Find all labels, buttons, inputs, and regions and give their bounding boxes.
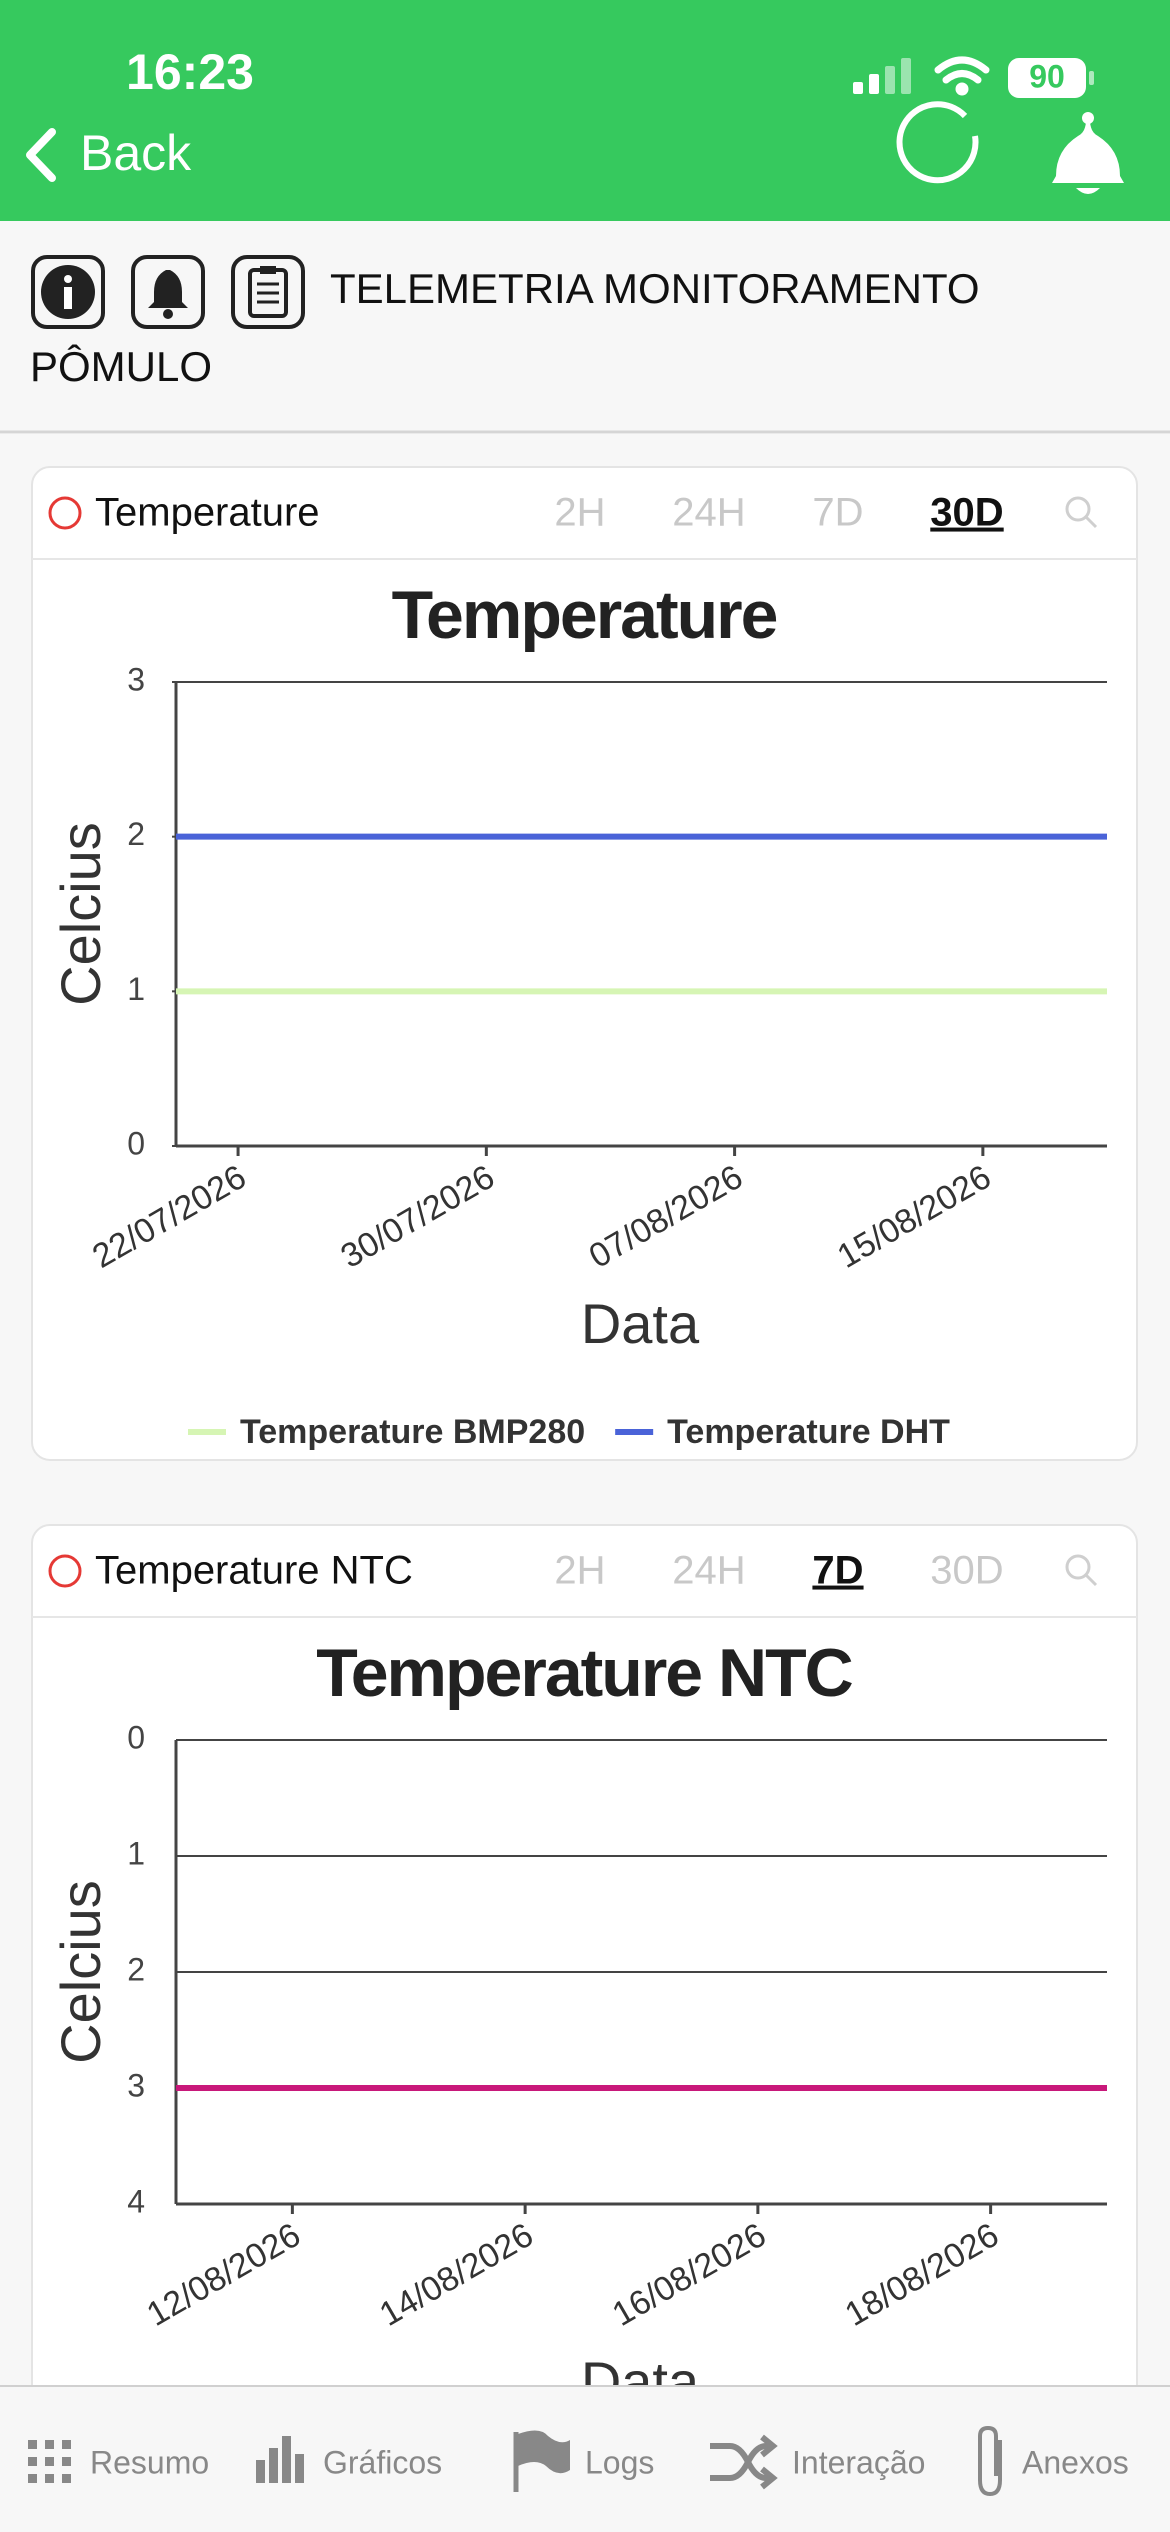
range-tab[interactable]: 7D xyxy=(812,491,863,535)
flag-icon[interactable] xyxy=(513,2430,570,2492)
y-tick-label: 3 xyxy=(127,2067,145,2103)
y-tick-label: 2 xyxy=(127,816,145,852)
tab-bar xyxy=(0,2385,1170,2532)
y-axis-label: Celcius xyxy=(49,822,112,1006)
search-icon[interactable] xyxy=(1065,496,1091,522)
grid-icon[interactable] xyxy=(28,2440,71,2483)
y-tick-label: 3 xyxy=(127,661,145,697)
status-dot xyxy=(48,496,82,530)
range-tab[interactable]: 2H xyxy=(554,491,605,535)
toolbar: TELEMETRIA MONITORAMENTO PÔMULO xyxy=(30,252,1140,404)
battery-level: 90 xyxy=(1029,58,1065,94)
y-tick-label: 1 xyxy=(127,971,145,1007)
card-label: Temperature xyxy=(95,491,320,535)
back-button[interactable]: Back xyxy=(80,125,192,181)
search-icon-handle xyxy=(1084,1573,1098,1587)
range-tab[interactable]: 7D xyxy=(812,1549,863,1593)
battery-tip xyxy=(1089,71,1094,85)
tab-label[interactable]: Anexos xyxy=(1022,2444,1129,2480)
nav-bar xyxy=(0,0,1170,221)
x-axis-label: Data xyxy=(581,1292,700,1355)
back-chevron[interactable] xyxy=(26,128,56,182)
tab-label[interactable]: Interação xyxy=(792,2444,925,2480)
report-button[interactable] xyxy=(230,254,306,330)
search-icon[interactable] xyxy=(1065,1554,1091,1580)
info-button[interactable] xyxy=(30,254,106,330)
clock: 16:23 xyxy=(126,44,254,100)
tab-bar-bg xyxy=(0,2385,1170,2532)
range-tab[interactable]: 30D xyxy=(930,491,1003,535)
signal-icon xyxy=(853,58,911,94)
alerts-button[interactable] xyxy=(130,254,206,330)
card xyxy=(31,466,1138,1461)
y-tick-label: 0 xyxy=(127,1125,145,1161)
y-tick-label: 1 xyxy=(127,1835,145,1871)
y-tick-label: 2 xyxy=(127,1951,145,1987)
card xyxy=(31,1524,1138,2532)
chart-title: Temperature NTC xyxy=(316,1635,852,1711)
header-title: TELEMETRIA MONITORAMENTO PÔMULO xyxy=(30,265,980,390)
tab-label[interactable]: Gráficos xyxy=(323,2444,442,2480)
cards: Temperature 2H 24H 7D 30DTemperature012322/0… xyxy=(31,466,1138,2532)
chart-title: Temperature xyxy=(392,577,777,653)
bell-icon[interactable] xyxy=(1052,112,1124,194)
range-tab[interactable]: 30D xyxy=(930,1549,1003,1593)
tab-label[interactable]: Logs xyxy=(585,2444,654,2480)
clip-icon[interactable] xyxy=(978,2425,1002,2497)
search-icon-handle xyxy=(1084,515,1098,529)
refresh-icon[interactable] xyxy=(896,101,979,184)
card-label: Temperature NTC xyxy=(95,1549,413,1593)
range-tab[interactable]: 24H xyxy=(672,491,745,535)
legend-label: Temperature DHT xyxy=(667,1413,950,1451)
wifi-icon xyxy=(934,56,990,96)
range-tab[interactable]: 2H xyxy=(554,1549,605,1593)
legend-label: Temperature BMP280 xyxy=(240,1413,585,1451)
status-dot xyxy=(48,1554,82,1588)
battery xyxy=(1008,58,1086,98)
chart-icon[interactable] xyxy=(256,2436,304,2483)
shuffle-icon[interactable] xyxy=(710,2434,778,2490)
tab-label[interactable]: Resumo xyxy=(90,2444,209,2480)
y-tick-label: 0 xyxy=(127,1719,145,1755)
y-axis-label: Celcius xyxy=(49,1880,112,2064)
y-tick-label: 4 xyxy=(127,2183,145,2219)
range-tab[interactable]: 24H xyxy=(672,1549,745,1593)
